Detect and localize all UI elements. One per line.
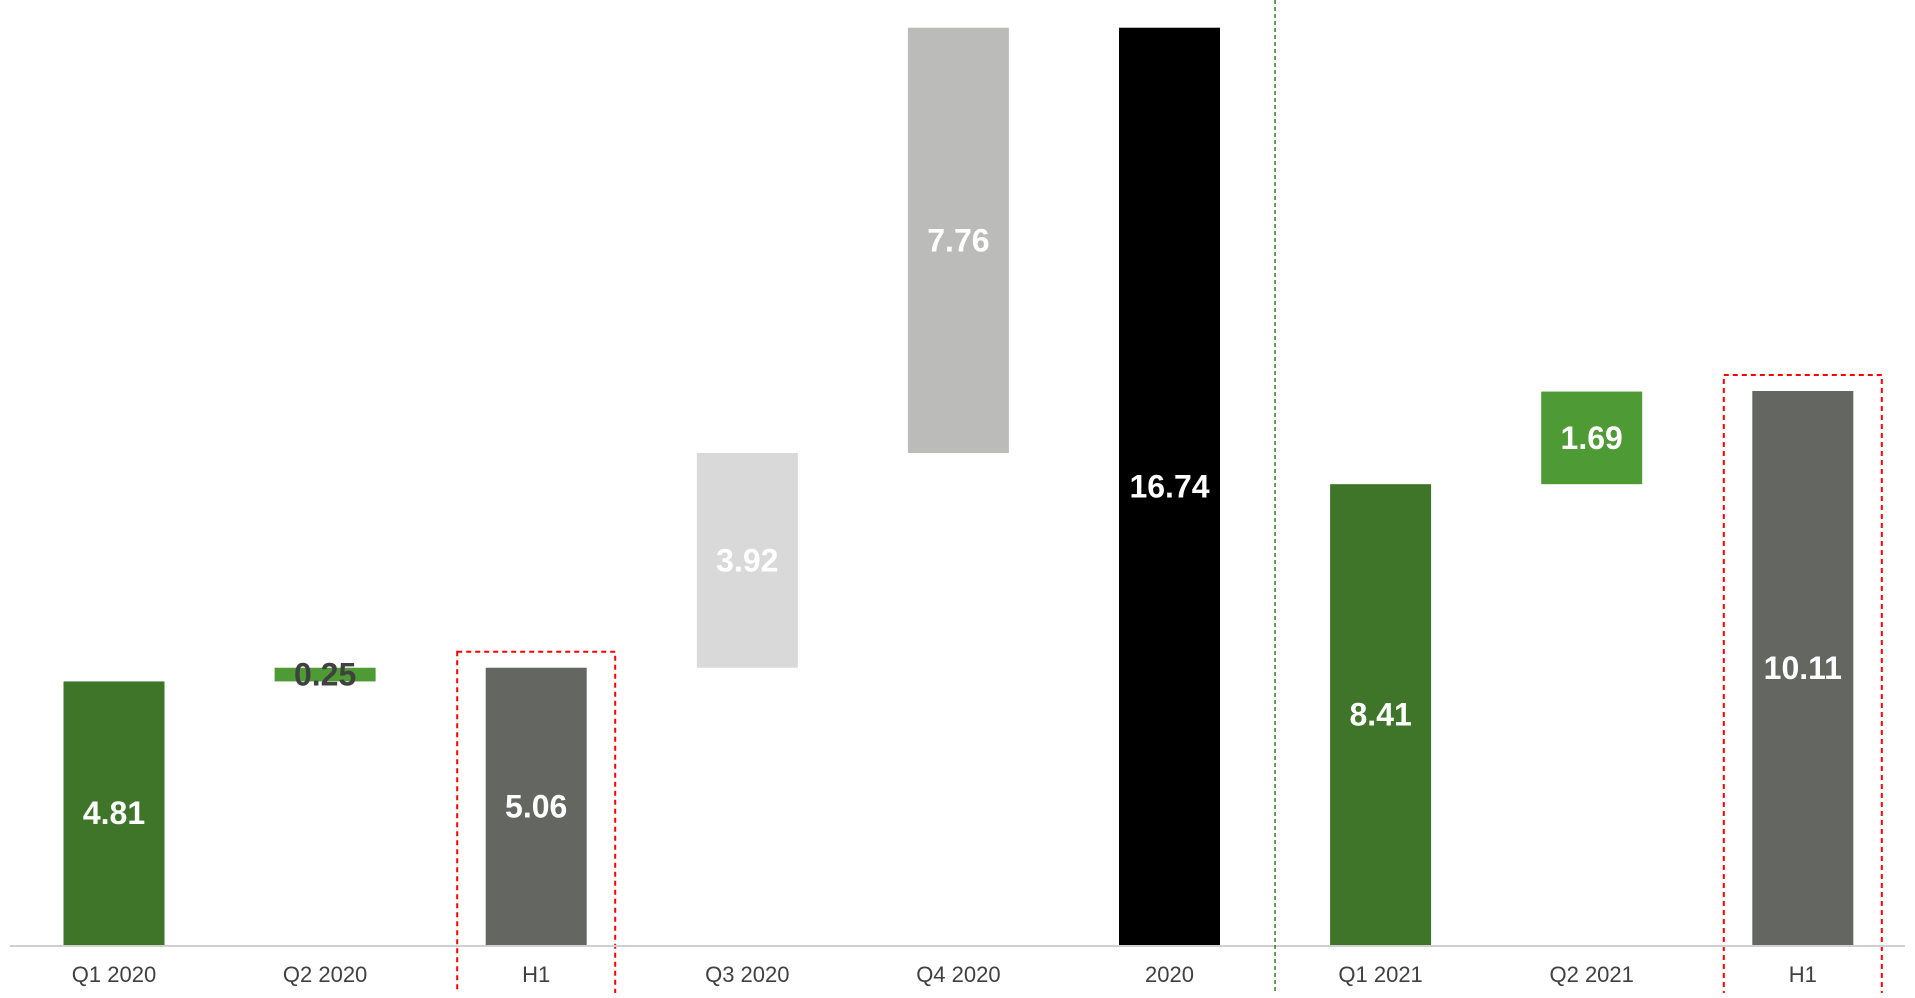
bar-1	[63, 681, 165, 945]
tick-label-3: H1	[522, 962, 550, 987]
bar-9	[1752, 391, 1854, 945]
value-label-7: 8.41	[1349, 697, 1411, 733]
bar-7	[1330, 484, 1432, 945]
value-label-2: 0.25	[294, 657, 356, 693]
tick-label-2: Q2 2020	[283, 962, 367, 987]
bar-4	[696, 452, 798, 668]
bar-3	[485, 667, 587, 945]
value-label-5: 7.76	[927, 222, 989, 258]
tick-label-8: Q2 2021	[1549, 962, 1633, 987]
value-label-8: 1.69	[1561, 420, 1623, 456]
bar-2	[274, 667, 376, 682]
tick-label-6: 2020	[1145, 962, 1194, 987]
value-label-6: 16.74	[1129, 468, 1209, 504]
bars	[63, 27, 1854, 945]
tick-label-7: Q1 2021	[1338, 962, 1422, 987]
tick-label-5: Q4 2020	[916, 962, 1000, 987]
tick-labels: Q1 2020 Q2 2020 H1 Q3 2020 Q4 2020 2020 Q1 202…	[72, 962, 1817, 987]
value-label-1: 4.81	[83, 795, 145, 831]
tick-label-9: H1	[1789, 962, 1817, 987]
highlight-box-1	[456, 650, 617, 998]
bar-6	[1119, 27, 1220, 945]
tick-label-4: Q3 2020	[705, 962, 789, 987]
tick-label-1: Q1 2020	[72, 962, 156, 987]
value-labels: 4.81 0.25 5.06 3.92 7.76 16.74 8.41 1.69 10.11	[83, 222, 1842, 831]
highlight-box-2	[1722, 374, 1883, 998]
value-label-9: 10.11	[1764, 650, 1842, 686]
value-label-4: 3.92	[716, 542, 778, 578]
bar-8	[1541, 391, 1643, 485]
bar-5	[907, 27, 1009, 453]
value-label-3: 5.06	[505, 788, 567, 824]
highlight-boxes	[456, 374, 1883, 998]
